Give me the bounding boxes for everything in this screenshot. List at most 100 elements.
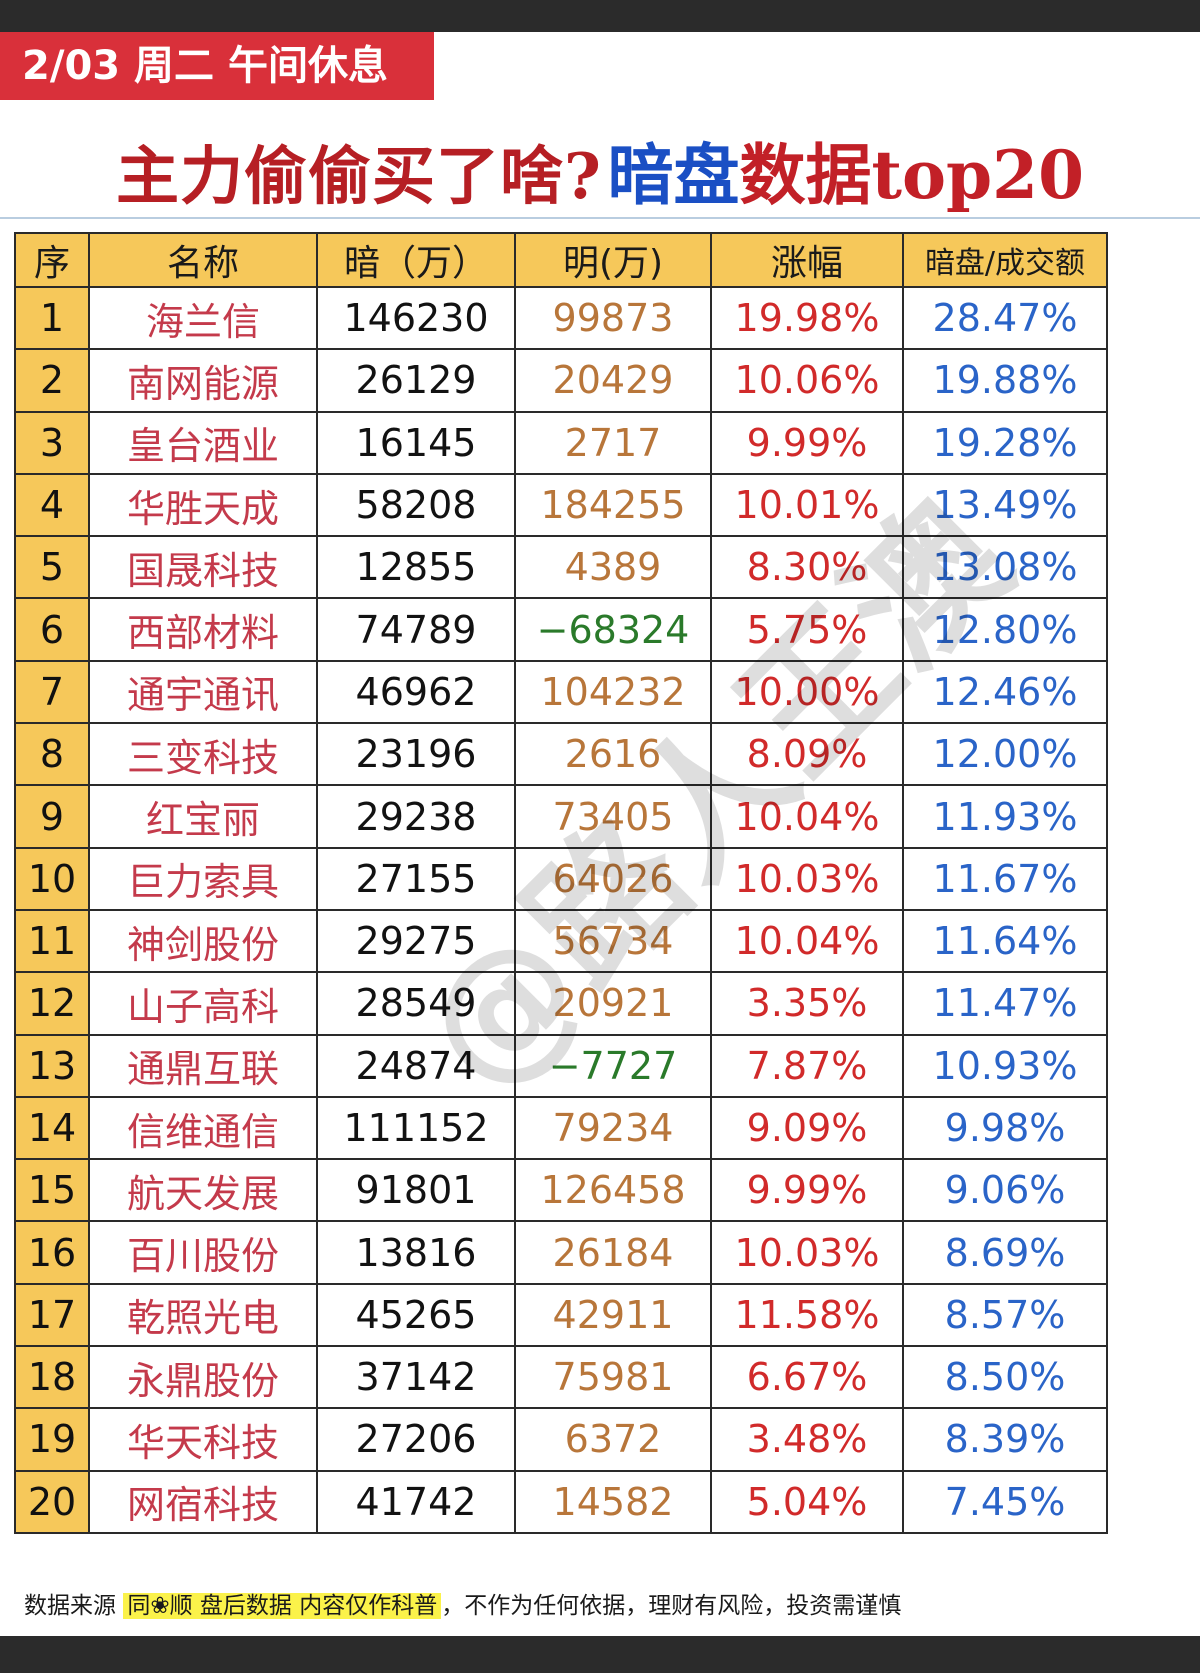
table-row: 12 山子高科 28549 20921 3.35% 11.47% (14, 971, 1108, 1036)
table-row: 11 神剑股份 29275 56734 10.04% 11.64% (14, 908, 1108, 974)
ming-value: 79234 (514, 1095, 712, 1161)
change-pct: 5.75% (710, 597, 904, 662)
report-sheet: 2/03 周二 午间休息 主力偷偷买了啥? 暗盘数据top20 序 名称 暗（万… (0, 32, 1200, 1636)
change-pct: 19.98% (710, 285, 904, 351)
row-index: 20 (14, 1469, 90, 1534)
page-title: 主力偷偷买了啥? 暗盘数据top20 (0, 114, 1200, 236)
change-pct: 10.06% (710, 348, 904, 413)
change-pct: 5.04% (710, 1469, 904, 1534)
dark-ratio: 11.67% (902, 846, 1108, 911)
table-row: 7 通宇通讯 46962 104232 10.00% 12.46% (14, 659, 1108, 725)
dark-value: 28549 (316, 971, 516, 1036)
col-header-change: 涨幅 (710, 232, 904, 288)
dark-value: 46962 (316, 659, 516, 725)
stock-name: 华胜天成 (88, 472, 318, 538)
table-row: 14 信维通信 111152 79234 9.09% 9.98% (14, 1095, 1108, 1161)
change-pct: 10.00% (710, 659, 904, 725)
footer-highlight: 同❀顺 盘后数据 内容仅作科普 (123, 1593, 442, 1619)
table-row: 13 通鼎互联 24874 −7727 7.87% 10.93% (14, 1033, 1108, 1098)
dark-value: 91801 (316, 1158, 516, 1223)
ming-value: 75981 (514, 1345, 712, 1410)
table-row: 5 国晟科技 12855 4389 8.30% 13.08% (14, 535, 1108, 600)
change-pct: 3.35% (710, 971, 904, 1036)
dark-ratio: 11.64% (902, 908, 1108, 974)
date-tag: 2/03 周二 午间休息 (0, 32, 434, 100)
row-index: 5 (14, 535, 90, 600)
stock-name: 通宇通讯 (88, 659, 318, 725)
change-pct: 8.09% (710, 722, 904, 787)
change-pct: 10.04% (710, 908, 904, 974)
dark-ratio: 8.57% (902, 1282, 1108, 1348)
footer-disclaimer: 数据来源 同❀顺 盘后数据 内容仅作科普 ，不作为任何依据，理财有风险，投资需谨慎 (24, 1586, 901, 1626)
dark-value: 23196 (316, 722, 516, 787)
change-pct: 8.30% (710, 535, 904, 600)
col-header-index: 序 (14, 232, 90, 288)
ming-value: 56734 (514, 908, 712, 974)
ming-value: 99873 (514, 285, 712, 351)
change-pct: 9.99% (710, 1158, 904, 1223)
table-row: 9 红宝丽 29238 73405 10.04% 11.93% (14, 784, 1108, 849)
ming-value: 73405 (514, 784, 712, 849)
table-row: 17 乾照光电 45265 42911 11.58% 8.57% (14, 1282, 1108, 1348)
table-row: 3 皇台酒业 16145 2717 9.99% 19.28% (14, 410, 1108, 475)
dark-ratio: 19.88% (902, 348, 1108, 413)
row-index: 17 (14, 1282, 90, 1348)
dark-value: 29275 (316, 908, 516, 974)
title-dark-pool: 暗盘 (607, 136, 740, 214)
change-pct: 10.04% (710, 784, 904, 849)
ming-value: 184255 (514, 472, 712, 538)
ming-value: 42911 (514, 1282, 712, 1348)
ming-value: 26184 (514, 1220, 712, 1285)
dark-value: 29238 (316, 784, 516, 849)
dark-ratio: 11.47% (902, 971, 1108, 1036)
row-index: 4 (14, 472, 90, 538)
dark-value: 111152 (316, 1095, 516, 1161)
ming-value: −68324 (514, 597, 712, 662)
table-row: 4 华胜天成 58208 184255 10.01% 13.49% (14, 472, 1108, 538)
dark-value: 13816 (316, 1220, 516, 1285)
dark-ratio: 12.00% (902, 722, 1108, 787)
table-row: 15 航天发展 91801 126458 9.99% 9.06% (14, 1158, 1108, 1223)
footer-disclaimer-text: ，不作为任何依据，理财有风险，投资需谨慎 (441, 1593, 902, 1619)
change-pct: 11.58% (710, 1282, 904, 1348)
dark-value: 58208 (316, 472, 516, 538)
ming-value: 64026 (514, 846, 712, 911)
stock-name: 永鼎股份 (88, 1345, 318, 1410)
title-question: 主力偷偷买了啥? (115, 139, 602, 213)
stock-name: 百川股份 (88, 1220, 318, 1285)
table-row: 8 三变科技 23196 2616 8.09% 12.00% (14, 722, 1108, 787)
row-index: 6 (14, 597, 90, 662)
table-row: 10 巨力索具 27155 64026 10.03% 11.67% (14, 846, 1108, 911)
stock-name: 皇台酒业 (88, 410, 318, 475)
dark-value: 12855 (316, 535, 516, 600)
dark-value: 45265 (316, 1282, 516, 1348)
dark-value: 16145 (316, 410, 516, 475)
change-pct: 6.67% (710, 1345, 904, 1410)
ming-value: −7727 (514, 1033, 712, 1098)
dark-ratio: 28.47% (902, 285, 1108, 351)
table-row: 1 海兰信 146230 99873 19.98% 28.47% (14, 285, 1108, 351)
ming-value: 2717 (514, 410, 712, 475)
row-index: 18 (14, 1345, 90, 1410)
row-index: 9 (14, 784, 90, 849)
dark-value: 146230 (316, 285, 516, 351)
stock-name: 西部材料 (88, 597, 318, 662)
change-pct: 10.01% (710, 472, 904, 538)
col-header-name: 名称 (88, 232, 318, 288)
table-header-row: 序 名称 暗（万） 明(万) 涨幅 暗盘/成交额 (14, 232, 1108, 288)
title-divider (0, 217, 1200, 219)
table-row: 18 永鼎股份 37142 75981 6.67% 8.50% (14, 1345, 1108, 1410)
ming-value: 2616 (514, 722, 712, 787)
col-header-ming: 明(万) (514, 232, 712, 288)
row-index: 13 (14, 1033, 90, 1098)
stock-name: 乾照光电 (88, 1282, 318, 1348)
footer-source-label: 数据来源 (24, 1593, 124, 1619)
ming-value: 20429 (514, 348, 712, 413)
dark-ratio: 7.45% (902, 1469, 1108, 1534)
stock-name: 华天科技 (88, 1407, 318, 1472)
ming-value: 4389 (514, 535, 712, 600)
row-index: 2 (14, 348, 90, 413)
table-row: 19 华天科技 27206 6372 3.48% 8.39% (14, 1407, 1108, 1472)
row-index: 11 (14, 908, 90, 974)
dark-value: 24874 (316, 1033, 516, 1098)
